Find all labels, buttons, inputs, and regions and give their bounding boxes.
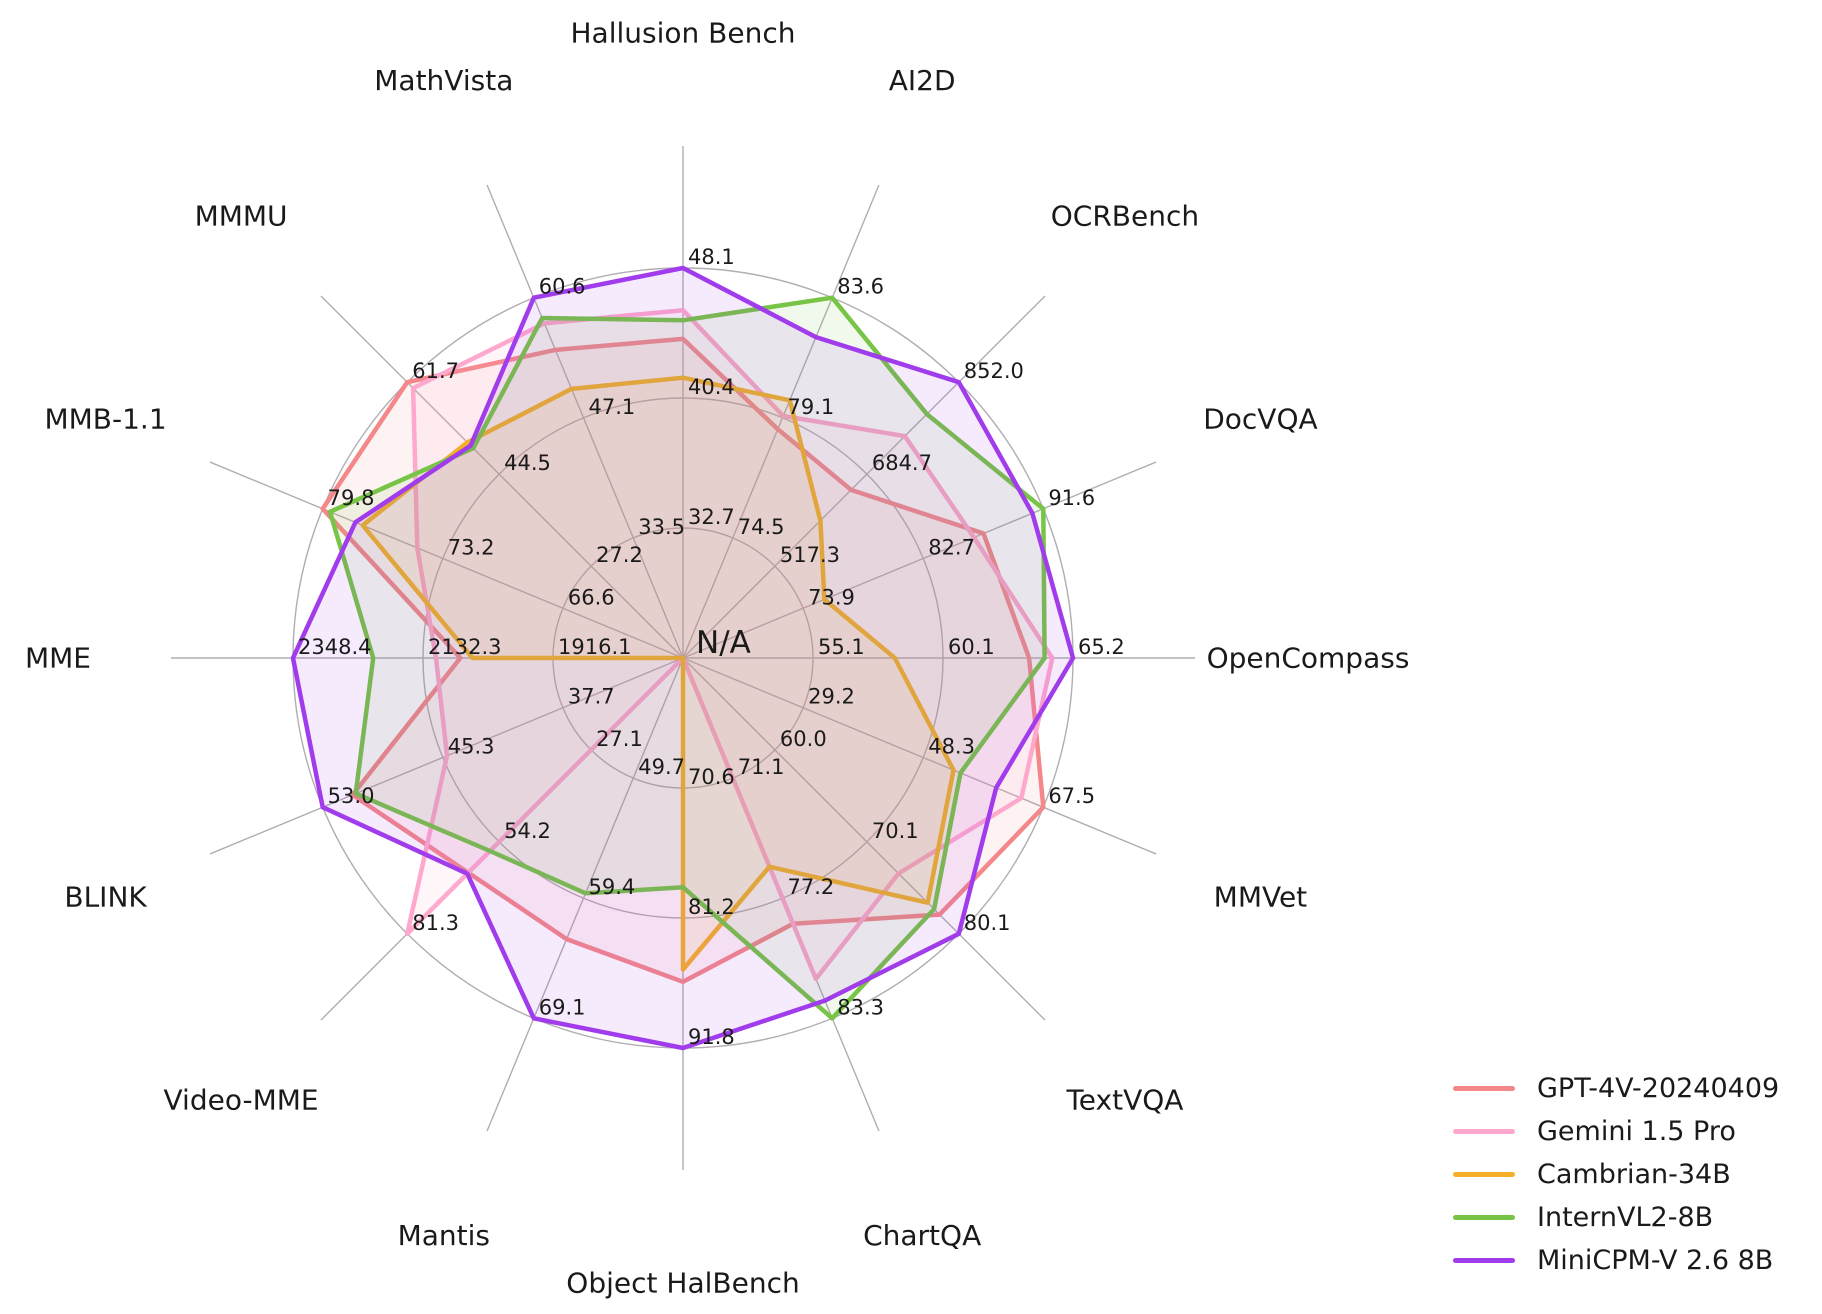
axis-label-opencompass: OpenCompass [1207,642,1410,675]
series-line-gemini-1-5-pro [404,307,1055,982]
axis-label-ai2d: AI2D [889,64,956,97]
axis-label-hallusion-bench: Hallusion Bench [571,17,796,50]
tick-label-ocrbench-2: 684.7 [872,451,932,475]
tick-label-mme-3: 2348.4 [298,635,371,659]
legend-label-internvl2-8b: InternVL2-8B [1537,1202,1714,1233]
legend-swatch-minicpm-v-2-6-8b [1453,1258,1515,1263]
tick-label-mme-1: 1916.1 [558,635,631,659]
legend-item-minicpm-v-2-6-8b: MiniCPM-V 2.6 8B [1453,1239,1779,1282]
legend-label-cambrian-34b: Cambrian-34B [1537,1159,1731,1190]
axis-label-blink: BLINK [64,881,147,914]
tick-label-opencompass-3: 65.2 [1078,635,1125,659]
tick-label-textvqa-2: 70.1 [872,819,919,843]
tick-label-hallusion-bench-3: 48.1 [688,245,735,269]
axis-spoke-mmb-1-1 [209,461,684,659]
axis-label-mmvet: MMVet [1214,881,1308,914]
axis-spoke-mathvista [486,184,684,659]
tick-label-mathvista-3: 60.6 [539,275,586,299]
legend: GPT-4V-20240409 Gemini 1.5 Pro Cambrian-34… [1453,1067,1779,1282]
axis-spoke-ocrbench [682,295,1046,659]
tick-label-docvqa-1: 73.9 [808,585,855,609]
tick-label-mmvet-2: 48.3 [928,734,975,758]
series-line-internvl2-8b [327,295,1047,1021]
tick-label-textvqa-3: 80.1 [964,911,1011,935]
axis-label-mmb-1-1: MMB-1.1 [44,402,166,435]
axis-spoke-textvqa [682,657,1046,1021]
tick-label-mantis-1: 49.7 [638,755,685,779]
axis-label-mme: MME [25,642,91,675]
legend-swatch-gemini-1-5-pro [1453,1129,1515,1134]
tick-label-mmb-1-1-2: 73.2 [448,536,495,560]
tick-label-mme-2: 2132.3 [428,635,501,659]
tick-label-blink-3: 53.0 [328,784,375,808]
tick-label-mmb-1-1-1: 66.6 [568,585,615,609]
axis-label-chartqa: ChartQA [863,1219,981,1252]
tick-label-video-mme-1: 27.1 [596,727,643,751]
tick-label-ai2d-2: 79.1 [787,395,834,419]
tick-label-docvqa-3: 91.6 [1048,486,1095,510]
tick-label-mmmu-3: 61.7 [412,359,459,383]
tick-label-mmvet-1: 29.2 [808,685,855,709]
tick-label-ai2d-1: 74.5 [738,515,785,539]
tick-label-mantis-3: 69.1 [539,995,586,1019]
legend-item-internvl2-8b: InternVL2-8B [1453,1196,1779,1239]
series-line-gpt-4v-20240409 [320,336,1046,985]
tick-label-blink-1: 37.7 [568,685,615,709]
axis-label-mmmu: MMMU [195,200,288,233]
axis-label-ocrbench: OCRBench [1051,200,1199,233]
tick-label-hallusion-bench-2: 40.4 [688,375,735,399]
tick-label-ocrbench-3: 852.0 [964,359,1024,383]
series-fill-internvl2-8b [330,297,1045,1019]
tick-label-textvqa-1: 60.0 [780,727,827,751]
axis-label-object-halbench: Object HalBench [566,1267,799,1300]
tick-label-mmmu-2: 44.5 [504,451,551,475]
series-fill-cambrian-34b [362,377,954,970]
legend-label-gpt-4v-20240409: GPT-4V-20240409 [1537,1073,1780,1104]
tick-label-chartqa-3: 83.3 [837,995,884,1019]
tick-label-opencompass-1: 55.1 [818,635,865,659]
legend-swatch-cambrian-34b [1453,1172,1515,1177]
tick-label-opencompass-2: 60.1 [948,635,995,659]
tick-label-mmmu-1: 27.2 [596,543,643,567]
axis-spoke-mmvet [682,657,1157,855]
axis-label-textvqa: TextVQA [1065,1083,1183,1116]
tick-label-chartqa-1: 71.1 [738,755,785,779]
axis-label-video-mme: Video-MME [164,1083,319,1116]
tick-label-video-mme-2: 54.2 [504,819,551,843]
tick-label-mmvet-3: 67.5 [1048,784,1095,808]
series-fill-minicpm-v-2-6-8b [293,268,1073,1048]
axis-spoke-docvqa [682,461,1157,659]
legend-item-gpt-4v-20240409: GPT-4V-20240409 [1453,1067,1779,1110]
axis-label-mathvista: MathVista [374,64,513,97]
tick-label-blink-2: 45.3 [448,734,495,758]
tick-label-mathvista-1: 33.5 [638,515,685,539]
tick-label-mathvista-2: 47.1 [589,395,636,419]
legend-label-gemini-1-5-pro: Gemini 1.5 Pro [1537,1116,1736,1147]
tick-label-video-mme-3: 81.3 [412,911,459,935]
tick-label-mmb-1-1-3: 79.8 [328,486,375,510]
tick-label-mantis-2: 59.4 [589,875,636,899]
axis-spoke-ai2d [682,184,880,659]
legend-label-minicpm-v-2-6-8b: MiniCPM-V 2.6 8B [1537,1245,1774,1276]
tick-label-hallusion-bench-1: 32.7 [688,505,735,529]
axis-spoke-mmmu [320,295,684,659]
tick-label-object-halbench-2: 81.2 [688,895,735,919]
tick-label-ai2d-3: 83.6 [837,275,884,299]
tick-label-object-halbench-1: 70.6 [688,765,735,789]
tick-label-ocrbench-1: 517.3 [780,543,840,567]
legend-item-gemini-1-5-pro: Gemini 1.5 Pro [1453,1110,1779,1153]
center-na-label: N/A [696,625,751,661]
series-fill-gemini-1-5-pro [407,310,1053,979]
legend-item-cambrian-34b: Cambrian-34B [1453,1153,1779,1196]
series-line-minicpm-v-2-6-8b [290,265,1076,1051]
tick-label-object-halbench-3: 91.8 [688,1025,735,1049]
axis-label-mantis: Mantis [398,1219,490,1252]
legend-swatch-internvl2-8b [1453,1215,1515,1220]
axis-label-docvqa: DocVQA [1203,402,1317,435]
tick-label-docvqa-2: 82.7 [928,536,975,560]
tick-label-chartqa-2: 77.2 [787,875,834,899]
legend-swatch-gpt-4v-20240409 [1453,1086,1515,1091]
